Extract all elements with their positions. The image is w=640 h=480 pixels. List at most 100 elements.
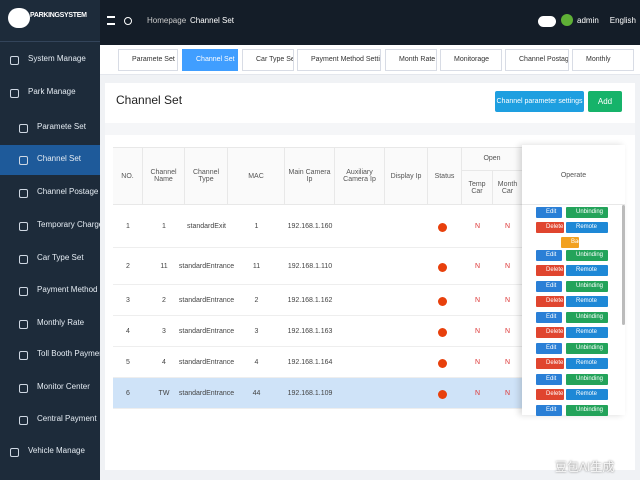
button[interactable]: Delete [536,358,564,369]
table-cell: 11 [160,263,168,270]
tab[interactable]: Payment Method Settings [297,49,381,71]
button[interactable]: Remote [566,389,608,400]
table-cell: 192.168.1.110 [287,263,333,270]
table-header: Temp Car [462,171,493,205]
button[interactable]: Unbinding [566,312,608,323]
language[interactable]: English [609,16,636,25]
menu-toggle[interactable] [107,16,115,25]
table-cell: N [504,223,511,230]
button[interactable]: Unbinding [566,281,608,292]
tab[interactable]: Monitorage [440,49,502,71]
submenu-item[interactable]: Payment Method Set [37,285,100,294]
table-cell: 192.168.1.160 [287,223,333,230]
menu-icon [19,351,28,360]
submenu-item[interactable]: Paramete Set [37,122,86,131]
separator [105,123,635,135]
menu-item[interactable]: Park Manage [28,87,76,96]
tab[interactable]: Monthly [572,49,634,71]
tab[interactable]: Paramete Set [118,49,178,71]
button[interactable]: Unbinding [566,250,608,261]
button[interactable]: Edit [536,281,562,292]
submenu-item[interactable]: Monitor Center [37,382,90,391]
button[interactable]: Edit [536,405,562,416]
submenu-item[interactable]: Temporary Charge [37,220,100,229]
menu-item[interactable]: Vehicle Manage [28,446,85,455]
submenu-item[interactable]: Channel Postage [37,187,99,196]
table-cell: N [474,223,481,230]
breadcrumb[interactable]: Homepage [147,16,187,25]
button[interactable]: Remote [566,296,608,307]
button[interactable]: Delete [536,296,564,307]
logo-icon [8,8,30,28]
table-header: Channel Type [185,147,228,205]
scrollbar [622,205,625,325]
table-cell: 4 [162,359,166,366]
button[interactable]: Delete [536,222,564,233]
operate-header: Operate [522,147,625,205]
submenu-item[interactable]: Monthly Rate [37,318,85,327]
page-title: Channel Set [116,93,183,107]
button[interactable]: Unbinding [566,374,608,385]
tab[interactable]: Month Rate [385,49,437,71]
table-cell: 3 [254,328,259,335]
table-cell: N [504,359,511,366]
user[interactable]: admin [577,16,599,25]
menu-icon [19,320,28,329]
watermark: 豆包AI生成 [555,460,615,474]
table-cell: 44 [252,390,261,397]
table-cell: 11 [252,263,261,270]
button[interactable]: Add [588,91,622,112]
submenu-item[interactable]: Central Payment [37,414,97,423]
table-cell: 1 [162,223,166,230]
table-cell: standardEntrance [178,328,235,335]
table-cell: N [474,297,481,304]
button[interactable]: Unbinding [566,343,608,354]
table-cell: standardExit [187,223,226,230]
button[interactable]: Edit [536,250,562,261]
table-row [113,205,522,248]
button[interactable]: Remote [566,358,608,369]
button[interactable]: Delete [536,389,564,400]
theme-toggle[interactable] [538,16,556,27]
table-cell: N [504,390,511,397]
table-cell: N [504,263,511,270]
breadcrumb: Channel Set [190,16,235,25]
menu-icon [10,56,19,65]
button[interactable]: Edit [536,374,562,385]
menu-icon [19,222,28,231]
tab[interactable]: Car Type Set [242,49,294,71]
active-bg [0,145,100,175]
submenu-item[interactable]: Toll Booth Payment [37,349,100,358]
tab[interactable]: Channel Set [182,49,238,71]
table-cell: standardEntrance [178,297,235,304]
status-dot [438,296,447,306]
button[interactable]: Edit [536,207,562,218]
table-cell: TW [158,390,170,397]
status-dot [438,358,447,368]
table-cell: 4 [254,359,259,366]
button[interactable]: Remote [566,327,608,338]
button[interactable]: Remote [566,222,608,233]
submenu-item[interactable]: Channel Set [37,154,82,163]
table-row [113,378,522,409]
table-cell: standardEntrance [178,359,235,366]
table-cell: 2 [162,297,166,304]
button[interactable]: Delete [536,327,564,338]
menu-icon [10,448,19,457]
button[interactable]: Edit [536,312,562,323]
operate-panel [522,145,625,415]
status-dot [438,389,447,399]
menu-item[interactable]: System Manage [28,54,86,63]
button[interactable]: Remote [566,265,608,276]
button[interactable]: Delete [536,265,564,276]
table-cell: 1 [126,223,130,230]
button[interactable]: Edit [536,343,562,354]
table-cell: N [474,263,481,270]
button[interactable]: Bac [561,237,579,248]
submenu-item[interactable]: Car Type Set [37,253,84,262]
button[interactable]: Unbinding [566,405,608,416]
button[interactable]: Channel parameter settings [495,91,584,112]
button[interactable]: Unbinding [566,207,608,218]
refresh[interactable] [124,17,132,25]
tab[interactable]: Channel Postage [505,49,569,71]
